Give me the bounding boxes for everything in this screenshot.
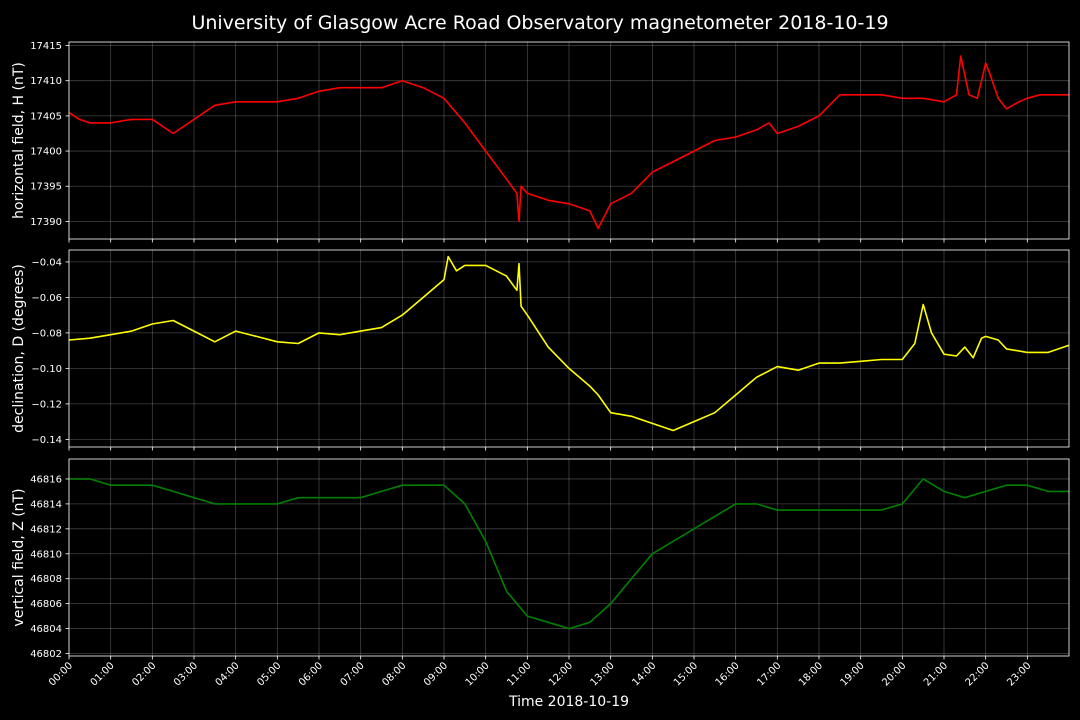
y-tick-label: 46804 (30, 624, 62, 635)
series-line (68, 55, 1069, 230)
y-tick-label: −0.12 (31, 399, 62, 410)
y-tick-label: −0.06 (31, 293, 62, 304)
y-tick-label: 46812 (30, 524, 62, 535)
chart-title: University of Glasgow Acre Road Observat… (191, 12, 888, 34)
y-tick-label: 46802 (30, 649, 62, 660)
y-tick-label: −0.10 (31, 364, 62, 375)
plot-frame (68, 41, 1070, 240)
y-tick-label: −0.08 (31, 328, 62, 339)
plot-frame (68, 249, 1070, 448)
y-tick-label: 46816 (30, 474, 62, 485)
y-tick-label: 17415 (30, 41, 62, 52)
x-axis-label: Time 2018-10-19 (508, 694, 629, 710)
y-tick-label: 46806 (30, 599, 62, 610)
y-tick-label: −0.04 (31, 257, 62, 268)
y-axis-label: vertical field, Z (nT) (11, 488, 27, 626)
panel-1: 17390 17395 17400 17405 17410 17415horizontal… (11, 41, 1070, 243)
y-axis-label: declination, D (degrees) (11, 264, 27, 433)
y-tick-label: 17400 (30, 147, 62, 158)
series-line (68, 255, 1070, 432)
y-tick-label: −0.14 (31, 435, 62, 446)
y-tick-label: 17410 (30, 76, 62, 87)
series-line (69, 478, 1069, 630)
y-tick-label: 46808 (30, 574, 62, 585)
y-tick-label: 17405 (30, 111, 62, 122)
y-axis-label: horizontal field, H (nT) (11, 62, 27, 219)
panel-2: −0.04 −0.06 −0.08 −0.10 −0.12 −0.14 declinatio… (11, 249, 1070, 451)
y-tick-label: 17395 (30, 182, 62, 193)
y-tick-label: 17390 (30, 217, 62, 228)
y-tick-label: 46810 (30, 549, 62, 560)
y-tick-label: 46814 (30, 499, 62, 510)
panels: 17390 17395 17400 17405 17410 17415horizontal… (11, 41, 1070, 660)
panel-3: 46802 46804 46806 46808 46810 46812 46814 46816… (11, 458, 1070, 660)
plot-frame (68, 458, 1070, 657)
